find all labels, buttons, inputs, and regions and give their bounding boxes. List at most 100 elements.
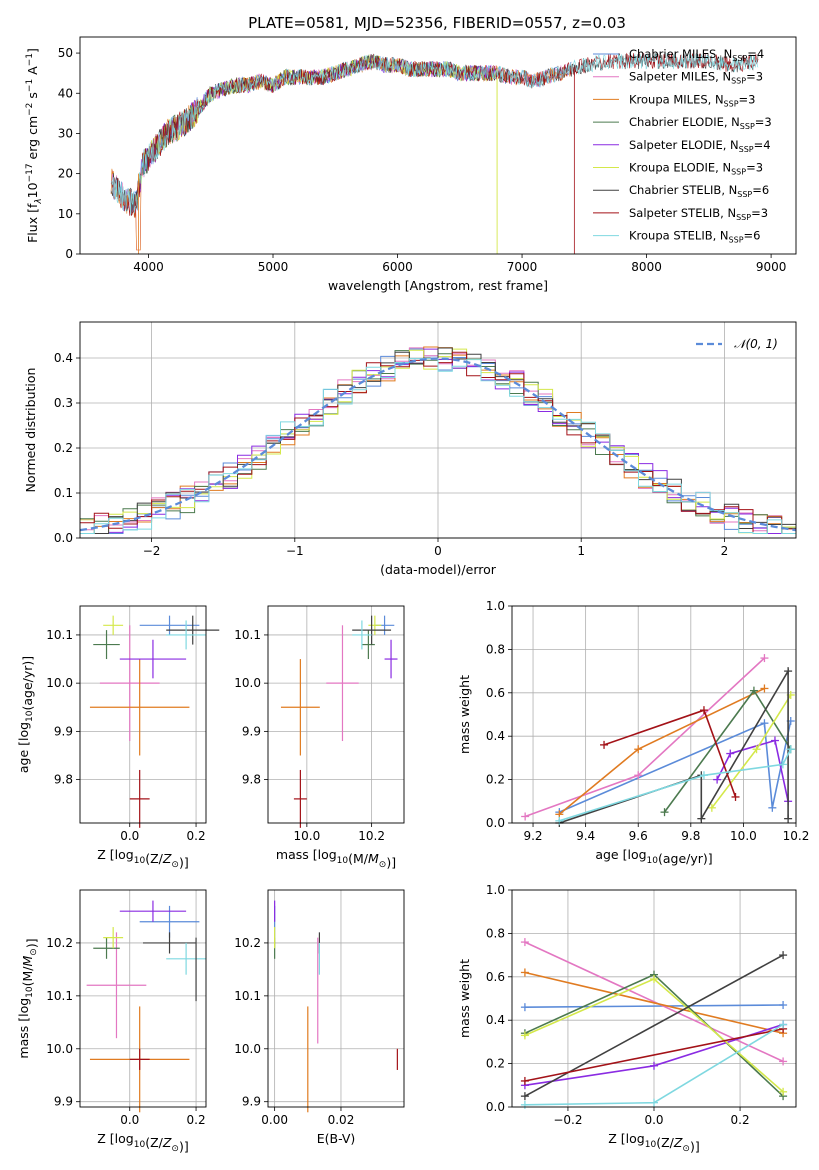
y-tick-label: 9.9 — [54, 724, 73, 738]
y-axis-label: age [log10(age/yr)] — [16, 656, 35, 773]
x-axis-label: E(B-V) — [317, 1131, 356, 1146]
marker-salpeter_stelib — [520, 1076, 529, 1085]
y-tick-label: 0.0 — [486, 816, 505, 830]
y-tick-label: 0.6 — [486, 686, 505, 700]
plot-area — [86, 900, 206, 1113]
x-tick-label: 9000 — [756, 260, 787, 274]
errorbar-salpeter_stelib — [129, 769, 150, 828]
plot-area — [89, 615, 220, 828]
marker-kroupa_stelib — [778, 760, 787, 769]
x-tick-label: −1 — [286, 544, 304, 558]
marker-chabrier_elodie — [660, 808, 669, 817]
x-axis-label: age [log10(age/yr)] — [595, 847, 712, 866]
axes-frame — [79, 321, 797, 539]
legend-label-kroupa_miles: Kroupa MILES, NSSP=3 — [629, 92, 755, 108]
marker-chabrier_miles — [520, 1003, 529, 1012]
errorbar-kroupa_elodie — [103, 927, 124, 949]
x-tick-label: 7000 — [507, 260, 538, 274]
y-axis-label: mass weight — [457, 959, 472, 1038]
y-tick-label: 10.2 — [46, 936, 73, 950]
chart-residuals: −2 −1 0 1 2 0.0 0.1 0.2 0.3 0.4 (data-model)/error… — [23, 321, 797, 577]
mass-weight-line-salpeter_stelib — [524, 1028, 784, 1082]
y-tick-label: 10.0 — [234, 1042, 261, 1056]
x-axis-label: Z [log10(Z/Z⊙)] — [97, 1131, 188, 1154]
marker-chabrier_elodie — [749, 686, 758, 695]
y-tick-label: 10.1 — [234, 989, 261, 1003]
marker-kroupa_miles — [634, 745, 643, 754]
y-axis-label: Flux [fλ10−17 erg cm−2 s−1 A−1] — [25, 48, 44, 243]
x-tick-label: −0.2 — [553, 1113, 582, 1127]
y-tick-label: 0.4 — [486, 729, 505, 743]
x-axis-label: wavelength [Angstrom, rest frame] — [328, 278, 548, 293]
y-tick-label: 0.0 — [486, 1100, 505, 1114]
legend-label-chabrier_miles: Chabrier MILES, NSSP=4 — [629, 47, 764, 63]
y-tick-label: 9.8 — [54, 773, 73, 787]
y-tick-label: 1.0 — [486, 599, 505, 613]
marker-kroupa_elodie — [707, 803, 716, 812]
errorbar-kroupa_stelib — [166, 942, 206, 975]
marker-chabrier_miles — [779, 1001, 788, 1010]
x-tick-label: 0.2 — [187, 829, 206, 843]
y-tick-label: 10.1 — [234, 628, 261, 642]
errorbar-chabrier_stelib — [166, 615, 220, 645]
marker-salpeter_elodie — [650, 1061, 658, 1070]
x-tick-label: 9.4 — [576, 829, 595, 843]
errorbar-salpeter_elodie — [119, 900, 187, 922]
marker-chabrier_stelib — [697, 814, 706, 823]
figure-title: PLATE=0581, MJD=52356, FIBERID=0557, z=0… — [248, 14, 626, 32]
marker-chabrier_miles — [760, 719, 769, 728]
normal-curve — [79, 357, 797, 532]
x-tick-label: 0.2 — [187, 1113, 206, 1127]
errorbar-salpeter_stelib — [129, 1048, 150, 1070]
axes-frame — [267, 605, 405, 824]
y-tick-label: 40 — [58, 86, 73, 100]
marker-salpeter_miles — [760, 654, 769, 663]
errorbar-kroupa_stelib — [352, 620, 372, 650]
y-tick-label: 9.8 — [242, 773, 261, 787]
plot-area — [280, 615, 398, 828]
x-tick-label: 10.0 — [730, 829, 757, 843]
chart-age_vs_z: 0.0 0.2 9.8 9.9 10.0 10.1 Z [log10(Z/Z⊙)] age [… — [16, 605, 220, 870]
errorbar-salpeter_miles — [326, 625, 359, 742]
y-tick-label: 0.8 — [486, 642, 505, 656]
y-tick-label: 0.3 — [54, 396, 73, 410]
errorbar-kroupa_elodie — [103, 615, 124, 635]
x-tick-label: 10.2 — [358, 829, 385, 843]
x-tick-label: 8000 — [631, 260, 662, 274]
y-tick-label: 30 — [58, 126, 73, 140]
mass-weight-line-kroupa_elodie — [711, 694, 792, 809]
marker-salpeter_miles — [634, 771, 643, 780]
plot-area — [110, 52, 759, 255]
y-tick-label: 0.1 — [54, 486, 73, 500]
legend-label-chabrier_stelib: Chabrier STELIB, NSSP=6 — [629, 183, 769, 199]
marker-salpeter_miles — [521, 812, 530, 821]
spectrum-line-kroupa_elodie — [135, 54, 498, 255]
x-tick-label: 1 — [577, 544, 585, 558]
marker-kroupa_stelib — [779, 1020, 788, 1029]
y-tick-label: 10.1 — [46, 628, 73, 642]
marker-salpeter_miles — [520, 938, 529, 947]
x-tick-label: 10.2 — [783, 829, 810, 843]
x-axis-label: Z [log10(Z/Z⊙)] — [97, 847, 188, 870]
spectrum-line-salpeter_stelib — [110, 52, 759, 218]
x-tick-label: 0.0 — [120, 829, 139, 843]
errorbar-chabrier_elodie — [93, 937, 120, 959]
errorbar-chabrier_stelib — [143, 932, 197, 954]
spectrum-line-salpeter_miles — [110, 54, 572, 251]
y-tick-label: 20 — [58, 167, 73, 181]
marker-chabrier_stelib — [520, 1092, 529, 1101]
legend-label-chabrier_elodie: Chabrier ELODIE, NSSP=3 — [629, 115, 772, 131]
y-tick-label: 0.6 — [486, 970, 505, 984]
x-tick-label: 2 — [721, 544, 729, 558]
chart-age_vs_mass: 10.0 10.2 9.8 9.9 10.0 10.1 mass [log10(M/M⊙)] — [234, 605, 405, 870]
y-tick-label: 9.9 — [242, 724, 261, 738]
legend-label-normal: 𝒩(0, 1) — [734, 337, 778, 351]
x-tick-label: 9.8 — [681, 829, 700, 843]
x-tick-label: 0.0 — [644, 1113, 663, 1127]
errorbar-salpeter_elodie — [119, 639, 187, 679]
x-tick-label: 5000 — [258, 260, 289, 274]
y-tick-label: 0.8 — [486, 926, 505, 940]
legend-label-salpeter_stelib: Salpeter STELIB, NSSP=3 — [629, 206, 768, 222]
marker-salpeter_stelib — [600, 740, 609, 749]
marker-salpeter_miles — [779, 1057, 788, 1066]
